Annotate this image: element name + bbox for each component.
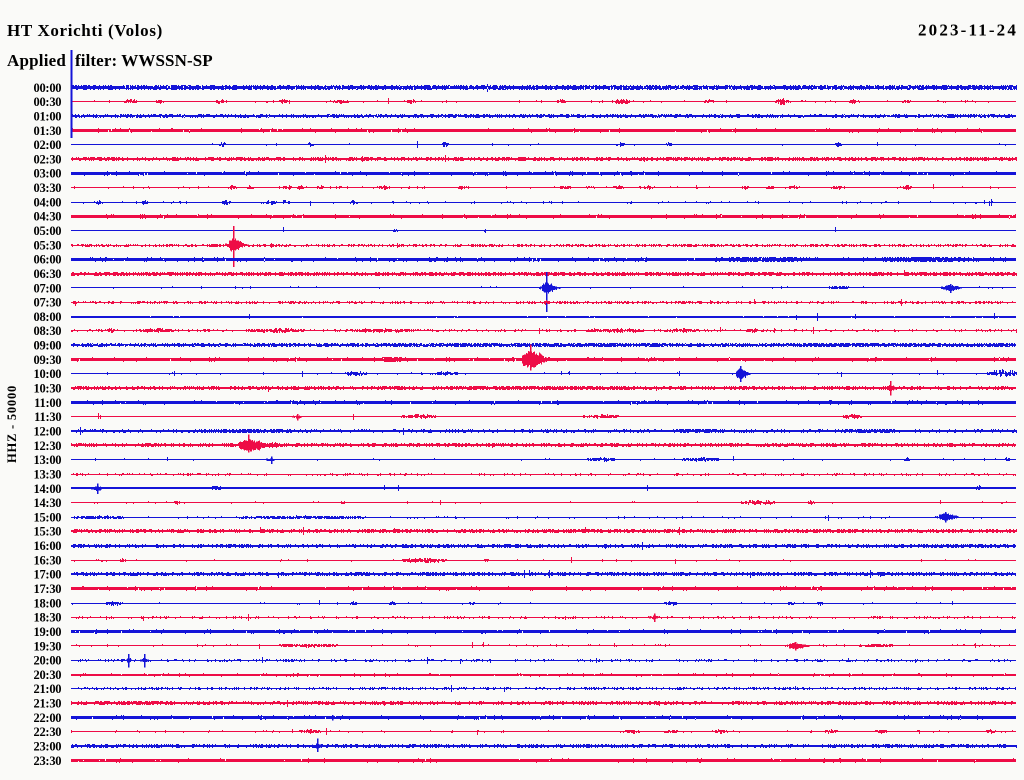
- svg-text:08:30: 08:30: [33, 324, 61, 338]
- svg-text:16:30: 16:30: [33, 553, 61, 567]
- svg-text:10:00: 10:00: [33, 367, 61, 381]
- svg-text:22:30: 22:30: [33, 725, 61, 739]
- svg-text:05:00: 05:00: [33, 224, 61, 238]
- svg-text:21:00: 21:00: [33, 682, 61, 696]
- svg-text:filter: WWSSN-SP: filter: WWSSN-SP: [75, 51, 213, 70]
- svg-text:20:00: 20:00: [33, 654, 61, 668]
- svg-text:00:30: 00:30: [33, 95, 61, 109]
- svg-text:15:00: 15:00: [33, 510, 61, 524]
- svg-text:11:30: 11:30: [34, 410, 61, 424]
- svg-text:19:30: 19:30: [33, 639, 61, 653]
- svg-text:02:00: 02:00: [33, 138, 61, 152]
- svg-text:00:00: 00:00: [33, 81, 61, 95]
- svg-text:19:00: 19:00: [33, 625, 61, 639]
- svg-text:17:00: 17:00: [33, 568, 61, 582]
- svg-text:07:00: 07:00: [33, 281, 61, 295]
- svg-text:01:00: 01:00: [33, 109, 61, 123]
- svg-text:20:30: 20:30: [33, 668, 61, 682]
- svg-text:13:30: 13:30: [33, 467, 61, 481]
- svg-text:14:30: 14:30: [33, 496, 61, 510]
- svg-text:03:30: 03:30: [33, 181, 61, 195]
- svg-text:11:00: 11:00: [34, 396, 61, 410]
- svg-text:03:00: 03:00: [33, 167, 61, 181]
- svg-text:04:30: 04:30: [33, 210, 61, 224]
- svg-text:12:30: 12:30: [33, 439, 61, 453]
- svg-text:09:00: 09:00: [33, 339, 61, 353]
- svg-text:14:00: 14:00: [33, 482, 61, 496]
- svg-text:Applied: Applied: [7, 51, 66, 70]
- svg-text:22:00: 22:00: [33, 711, 61, 725]
- svg-text:23:00: 23:00: [33, 740, 61, 754]
- svg-text:10:30: 10:30: [33, 382, 61, 396]
- svg-text:21:30: 21:30: [33, 697, 61, 711]
- svg-text:15:30: 15:30: [33, 525, 61, 539]
- svg-text:02:30: 02:30: [33, 152, 61, 166]
- svg-text:HT Xorichti (Volos): HT Xorichti (Volos): [7, 21, 163, 40]
- svg-text:2023-11-24: 2023-11-24: [918, 21, 1018, 40]
- svg-text:23:30: 23:30: [33, 754, 61, 768]
- svg-text:06:30: 06:30: [33, 267, 61, 281]
- svg-text:05:30: 05:30: [33, 238, 61, 252]
- svg-text:17:30: 17:30: [33, 582, 61, 596]
- svg-text:06:00: 06:00: [33, 253, 61, 267]
- svg-text:08:00: 08:00: [33, 310, 61, 324]
- svg-text:07:30: 07:30: [33, 296, 61, 310]
- svg-text:09:30: 09:30: [33, 353, 61, 367]
- svg-text:HHZ - 50000: HHZ - 50000: [5, 385, 19, 463]
- svg-text:01:30: 01:30: [33, 124, 61, 138]
- svg-text:18:30: 18:30: [33, 611, 61, 625]
- svg-text:04:00: 04:00: [33, 195, 61, 209]
- svg-text:18:00: 18:00: [33, 596, 61, 610]
- svg-text:12:00: 12:00: [33, 425, 61, 439]
- svg-text:16:00: 16:00: [33, 539, 61, 553]
- svg-text:13:00: 13:00: [33, 453, 61, 467]
